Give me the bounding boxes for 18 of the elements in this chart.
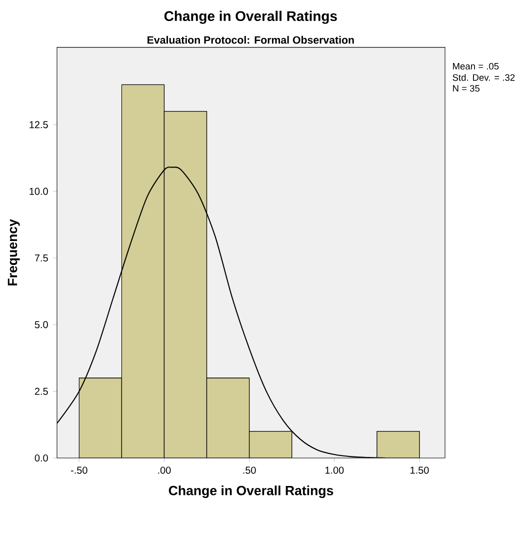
- x-axis-title: Change in Overall Ratings: [168, 486, 334, 498]
- x-tick-label: .50: [243, 466, 256, 474]
- x-tick-label: .00: [158, 466, 171, 474]
- text: Std. Dev. = .32: [452, 74, 515, 81]
- y-tick-label: 5.0: [34, 321, 48, 328]
- chart-title: Change in Overall Ratings: [164, 10, 337, 24]
- y-axis-title: Frequency: [8, 219, 20, 286]
- y-tick-label: 0.0: [34, 454, 48, 462]
- text: Mean = .05: [453, 62, 499, 70]
- x-tick-label: -.50: [70, 466, 88, 474]
- x-tick-label: 1.00: [325, 466, 344, 474]
- y-tick-label: 7.5: [34, 254, 48, 262]
- y-tick-label: 12.5: [30, 121, 48, 128]
- x-tick-label: 1.50: [410, 466, 429, 474]
- chart-subtitle: Evaluation Protocol: Formal Observation: [148, 36, 354, 44]
- y-tick-label: 2.5: [34, 388, 48, 395]
- text: N = 35: [453, 85, 480, 92]
- y-tick-label: 10.0: [30, 188, 48, 195]
